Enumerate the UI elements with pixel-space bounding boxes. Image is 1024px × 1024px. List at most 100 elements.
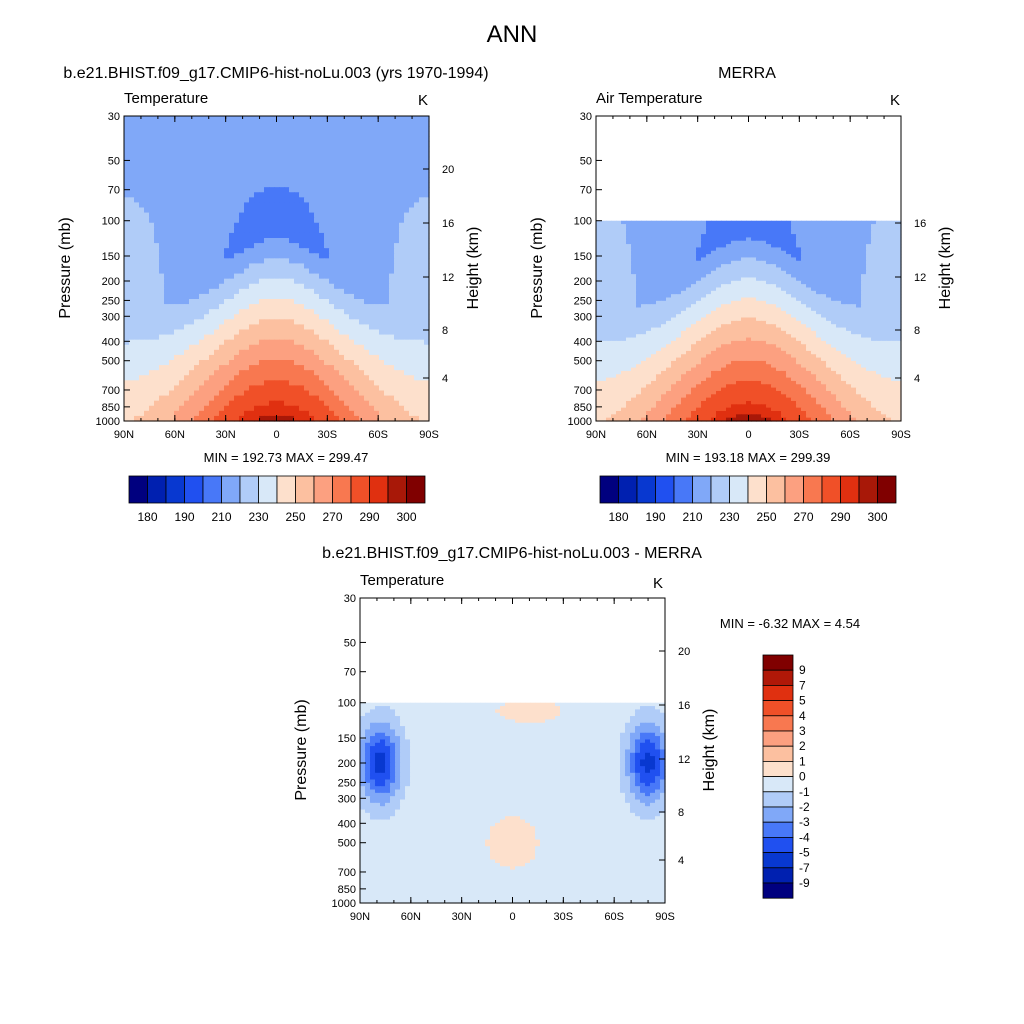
field-cell xyxy=(611,237,617,242)
field-cell xyxy=(294,187,300,193)
field-cell xyxy=(249,232,255,239)
field-cell xyxy=(304,415,310,422)
field-cell xyxy=(234,344,240,351)
field-cell xyxy=(751,237,757,242)
field-cell xyxy=(419,212,425,219)
field-cell xyxy=(701,234,707,239)
field-cell xyxy=(134,278,140,285)
field-cell xyxy=(369,217,375,224)
field-cell xyxy=(244,288,250,295)
field-cell xyxy=(189,344,195,351)
field-cell xyxy=(891,270,897,275)
field-cell xyxy=(289,395,295,402)
y-right-tick-label: 12 xyxy=(442,272,454,284)
field-cell xyxy=(791,240,797,245)
field-cell xyxy=(776,220,782,225)
field-cell xyxy=(189,253,195,259)
field-cell xyxy=(234,410,240,417)
field-cell xyxy=(796,234,802,239)
field-cell xyxy=(314,354,320,361)
field-cell xyxy=(379,415,385,422)
field-cell xyxy=(349,268,355,275)
field-cell xyxy=(219,288,225,295)
field-cell xyxy=(896,234,902,239)
field-cell xyxy=(354,232,360,239)
field-cell xyxy=(239,146,245,153)
field-cell xyxy=(404,227,410,234)
field-cell xyxy=(369,278,375,285)
field-cell xyxy=(214,126,220,132)
field-cell xyxy=(761,247,767,252)
field-cell xyxy=(319,309,325,315)
field-cell xyxy=(364,136,370,143)
field-cell xyxy=(314,232,320,239)
field-cell xyxy=(399,248,405,254)
field-cell xyxy=(866,234,872,239)
field-cell xyxy=(224,385,230,392)
field-cell xyxy=(254,192,260,198)
field-cell xyxy=(384,217,390,224)
field-cell xyxy=(154,395,160,402)
field-cell xyxy=(354,227,360,234)
field-cell xyxy=(309,177,315,183)
field-cell xyxy=(621,230,627,235)
field-cell xyxy=(409,121,415,127)
field-cell xyxy=(841,257,847,262)
field-cell xyxy=(194,161,200,168)
field-cell xyxy=(239,248,245,254)
field-cell xyxy=(309,166,315,173)
field-cell xyxy=(384,344,390,351)
field-cell xyxy=(364,166,370,173)
field-cell xyxy=(164,232,170,239)
field-cell xyxy=(359,370,365,376)
field-cell xyxy=(329,319,335,326)
field-cell xyxy=(304,268,310,275)
field-cell xyxy=(284,273,290,280)
field-cell xyxy=(234,263,240,270)
field-cell xyxy=(209,334,215,341)
field-cell xyxy=(249,370,255,376)
field-cell xyxy=(811,224,817,228)
field-cell xyxy=(334,156,340,163)
field-cell xyxy=(389,278,395,285)
field-cell xyxy=(886,274,892,279)
field-cell xyxy=(244,380,250,387)
field-cell xyxy=(404,293,410,300)
field-cell xyxy=(214,243,220,249)
field-cell xyxy=(259,344,265,351)
field-cell xyxy=(349,349,355,356)
field-cell xyxy=(299,136,305,143)
field-cell xyxy=(279,217,285,224)
field-cell xyxy=(394,243,400,249)
field-cell xyxy=(144,116,150,122)
field-cell xyxy=(716,260,722,265)
field-cell xyxy=(174,182,180,188)
field-cell xyxy=(234,232,240,239)
field-cell xyxy=(399,365,405,371)
field-cell xyxy=(364,288,370,295)
field-cell xyxy=(209,258,215,265)
field-cell xyxy=(139,415,145,422)
field-cell xyxy=(324,375,330,381)
field-cell xyxy=(319,116,325,122)
field-cell xyxy=(836,254,842,259)
field-cell xyxy=(339,263,345,270)
field-cell xyxy=(379,243,385,249)
field-cell xyxy=(209,212,215,219)
field-cell xyxy=(324,217,330,224)
field-cell xyxy=(144,415,150,422)
field-cell xyxy=(364,319,370,326)
field-cell xyxy=(184,334,190,341)
field-cell xyxy=(359,395,365,402)
field-cell xyxy=(174,151,180,158)
field-cell xyxy=(264,202,270,209)
field-cell xyxy=(229,253,235,259)
field-cell xyxy=(284,192,290,198)
field-cell xyxy=(379,116,385,122)
field-cell xyxy=(881,227,887,232)
field-cell xyxy=(319,253,325,259)
field-cell xyxy=(319,141,325,148)
field-cell xyxy=(159,329,165,336)
field-cell xyxy=(389,146,395,153)
field-cell xyxy=(871,227,877,232)
